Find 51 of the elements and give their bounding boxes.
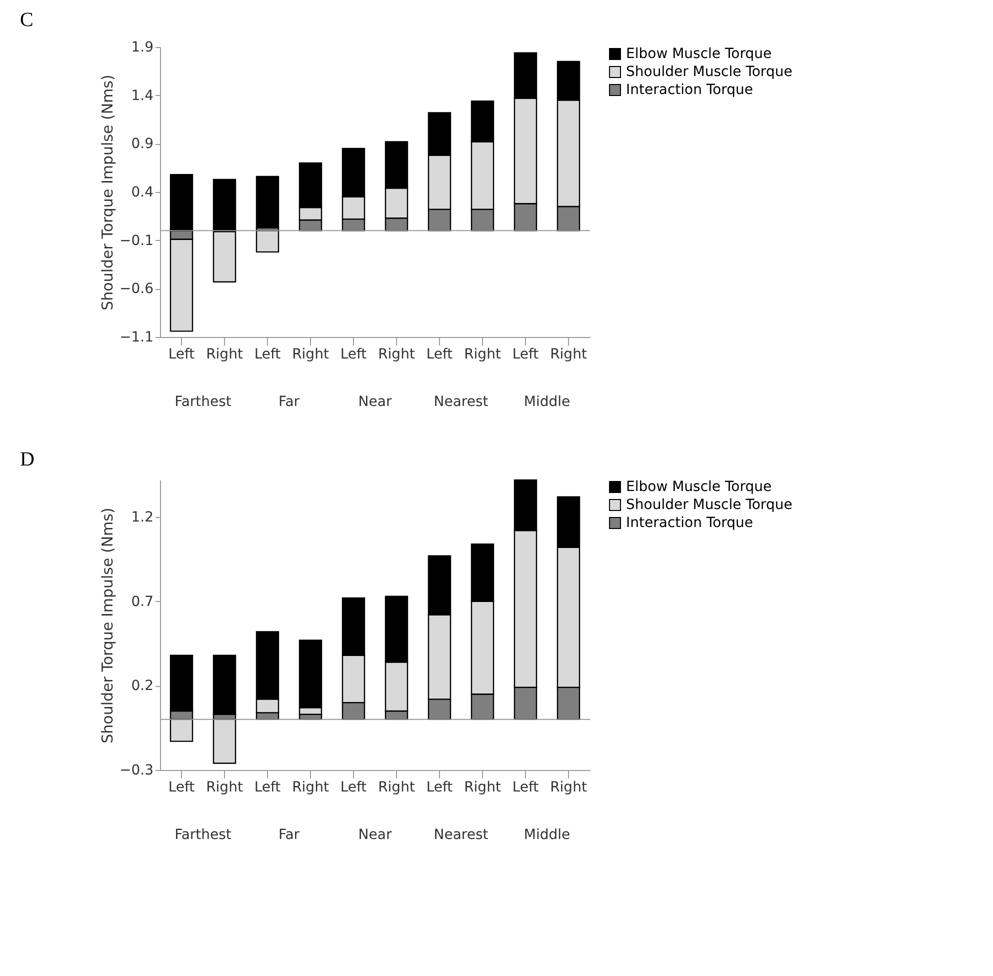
x-tick-label: Right bbox=[206, 780, 244, 796]
x-tick-label: Right bbox=[378, 346, 416, 362]
y-tick-label: 1.9 bbox=[131, 40, 154, 56]
x-tick-label: Left bbox=[168, 346, 196, 362]
y-tick-label: −1.1 bbox=[120, 330, 154, 346]
y-tick-label: −0.6 bbox=[120, 281, 154, 298]
x-tick-label: Left bbox=[340, 346, 368, 362]
x-tick-label: Left bbox=[512, 346, 540, 362]
text: Near bbox=[358, 394, 392, 410]
x-tick-label: Left bbox=[340, 780, 368, 796]
y-tick-label: 1.2 bbox=[131, 510, 154, 526]
x-tick-label: Right bbox=[464, 346, 502, 362]
y-tick-label: −0.3 bbox=[120, 762, 154, 778]
text: Near bbox=[358, 827, 392, 843]
y-tick-label: 0.9 bbox=[131, 136, 154, 152]
y-axis-title: Shoulder Torque Impulse (Nms) bbox=[98, 508, 117, 744]
x-tick-label: Left bbox=[254, 346, 282, 362]
text: Farthest bbox=[174, 394, 232, 410]
y-tick-label: 0.2 bbox=[131, 678, 154, 694]
text: Nearest bbox=[434, 394, 489, 410]
x-tick-label: Right bbox=[464, 780, 502, 796]
x-tick-label: Left bbox=[512, 780, 540, 796]
legend-label: Shoulder Muscle Torque bbox=[626, 497, 792, 513]
x-tick-label: Right bbox=[378, 780, 416, 796]
x-tick-label: Left bbox=[168, 780, 196, 796]
chart-title: C bbox=[20, 9, 34, 31]
y-tick-label: −0.1 bbox=[120, 232, 154, 249]
text: Far bbox=[278, 827, 300, 843]
x-tick-label: Left bbox=[426, 346, 454, 362]
x-tick-label: Right bbox=[292, 780, 330, 796]
legend-label: Shoulder Muscle Torque bbox=[626, 64, 792, 80]
y-axis-title: Shoulder Torque Impulse (Nms) bbox=[98, 74, 117, 310]
text: Middle bbox=[524, 394, 570, 410]
legend-label: Interaction Torque bbox=[626, 82, 754, 98]
text: Middle bbox=[524, 827, 570, 843]
text: Far bbox=[278, 394, 300, 410]
legend-label: Elbow Muscle Torque bbox=[626, 479, 772, 495]
text: Nearest bbox=[434, 827, 489, 843]
chart-title: D bbox=[20, 448, 34, 470]
y-tick-label: 0.4 bbox=[131, 184, 154, 200]
x-tick-label: Right bbox=[550, 346, 588, 362]
x-tick-label: Right bbox=[292, 346, 330, 362]
y-tick-label: 1.4 bbox=[131, 88, 154, 104]
text: Farthest bbox=[174, 827, 232, 843]
y-tick-label: 0.7 bbox=[131, 594, 154, 610]
x-tick-label: Right bbox=[550, 780, 588, 796]
x-tick-label: Right bbox=[206, 346, 244, 362]
x-tick-label: Left bbox=[254, 780, 282, 796]
legend-label: Interaction Torque bbox=[626, 515, 754, 531]
legend-label: Elbow Muscle Torque bbox=[626, 46, 772, 62]
x-tick-label: Left bbox=[426, 780, 454, 796]
